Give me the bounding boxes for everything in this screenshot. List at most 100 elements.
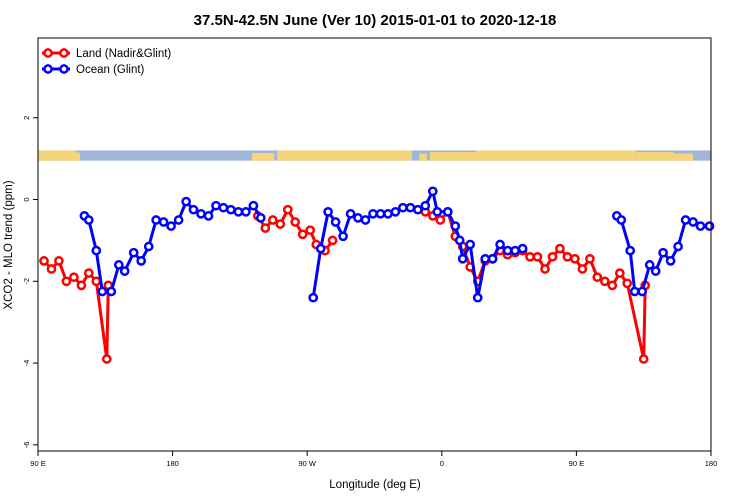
series-ocean-point — [495, 239, 505, 250]
series-ocean-point — [136, 256, 147, 266]
series-land-point — [101, 354, 112, 364]
plot-frame — [37, 37, 712, 452]
map-land — [419, 153, 427, 161]
series-ocean-point — [196, 208, 206, 219]
series-ocean-point — [510, 245, 520, 256]
series-land-point — [275, 219, 286, 229]
series-land-point — [46, 264, 57, 274]
series-land-point — [614, 268, 625, 278]
series-land-point — [297, 229, 308, 240]
series-ocean-point — [226, 204, 236, 215]
series-ocean-point — [181, 196, 191, 207]
series-land-point — [76, 280, 87, 291]
series-land-point — [305, 225, 316, 236]
series-ocean-point — [233, 206, 244, 217]
series-ocean-point — [465, 239, 476, 250]
y-axis-label: XCO2 - MLO trend (ppm) — [3, 180, 15, 309]
series-land-point — [69, 272, 79, 283]
y-tick-label: -2 — [22, 278, 31, 285]
series-ocean-point — [383, 208, 393, 219]
series-land-point — [83, 268, 94, 278]
series-ocean-point — [345, 208, 356, 219]
x-tick-label: 90 E — [30, 459, 45, 468]
series-ocean-point — [308, 292, 319, 303]
series-ocean-point — [330, 217, 341, 227]
legend-label: Ocean (Glint) — [76, 64, 145, 76]
map-land — [38, 150, 76, 161]
series-ocean-point — [353, 213, 363, 223]
series-ocean-point — [323, 206, 333, 217]
series-ocean-point — [413, 204, 423, 215]
series-ocean-point — [644, 260, 655, 270]
series-ocean-point — [658, 247, 668, 258]
y-tick-label: 0 — [22, 197, 31, 201]
series-ocean-point — [472, 292, 483, 303]
series-ocean-point — [143, 241, 154, 252]
series-ocean-point — [113, 260, 124, 270]
series-ocean-point — [457, 253, 468, 264]
series-land-point — [54, 256, 64, 266]
series-land-line-0 — [42, 259, 110, 361]
y-axis: 2 0 -2 -4 -6 — [22, 116, 38, 449]
chart-title: 37.5N-42.5N June (Ver 10) 2015-01-01 to … — [194, 12, 557, 29]
map-land — [429, 151, 477, 161]
legend-label: Land (Nadir&Glint) — [76, 48, 171, 60]
series-ocean-point — [502, 245, 513, 256]
series-ocean-point — [629, 286, 640, 297]
legend-marker — [43, 48, 53, 58]
series-land-point — [638, 354, 649, 364]
legend-item-ocean: Ocean (Glint) — [42, 64, 145, 76]
series-ocean-point — [616, 215, 627, 225]
series-ocean-point — [97, 286, 108, 297]
series-land-point — [577, 264, 588, 274]
series-ocean-point — [128, 247, 139, 258]
x-axis: 90 E 180 90 W 0 90 E 180 — [30, 451, 717, 468]
world-map-strip — [38, 150, 711, 161]
series-land-point — [61, 276, 72, 287]
series-ocean-point — [203, 211, 214, 221]
series-land-point — [290, 217, 301, 227]
series-land-point — [39, 256, 49, 266]
series-ocean-point — [211, 200, 221, 211]
series-land-point — [260, 223, 271, 233]
series-ocean-point — [695, 221, 706, 231]
series-ocean-point — [166, 221, 176, 231]
series-land-point — [585, 253, 595, 264]
series-land-point — [525, 251, 535, 262]
series-layer — [39, 186, 715, 364]
series-land-point — [547, 251, 558, 262]
series-ocean-point — [360, 215, 371, 225]
series-ocean-point — [480, 253, 491, 264]
series-ocean-point — [704, 221, 715, 231]
x-tick-label: 180 — [705, 459, 718, 468]
series-ocean-point — [420, 200, 431, 211]
legend-marker — [43, 64, 53, 74]
series-land-point — [540, 264, 550, 274]
series-ocean-point — [637, 286, 648, 297]
series-land-point — [592, 272, 603, 283]
map-land — [672, 153, 694, 161]
series-ocean-point — [119, 266, 130, 276]
series-ocean-point — [517, 243, 528, 254]
series-land-point — [91, 276, 102, 287]
legend: Land (Nadir&Glint) Ocean (Glint) — [42, 48, 171, 76]
series-ocean-point — [255, 213, 266, 223]
series-ocean-point — [248, 200, 259, 211]
map-land — [636, 151, 674, 161]
series-land-point — [555, 243, 565, 254]
series-ocean-point — [158, 217, 169, 227]
series-ocean-point — [454, 235, 465, 246]
y-tick-label: -6 — [22, 442, 31, 449]
legend-marker — [59, 64, 69, 74]
series-ocean-point — [432, 206, 443, 217]
series-ocean-point — [173, 215, 184, 225]
legend-marker — [59, 48, 69, 58]
series-ocean-point — [338, 231, 348, 242]
series-ocean-point — [405, 202, 416, 213]
series-land-point — [622, 278, 633, 289]
y-tick-label: 2 — [22, 116, 31, 120]
map-land — [476, 150, 637, 161]
series-ocean-point — [218, 202, 229, 213]
series-ocean-point — [91, 245, 102, 256]
series-land-point — [599, 276, 610, 287]
